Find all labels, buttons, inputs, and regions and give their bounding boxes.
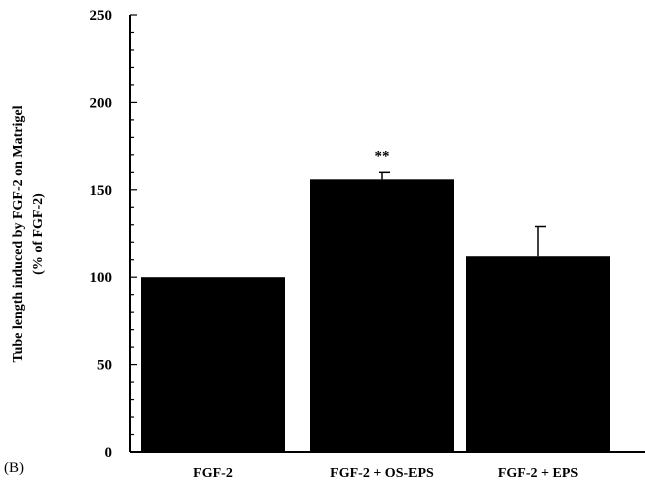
y-tick-label: 250 [90, 8, 113, 24]
bar-1 [141, 277, 285, 452]
y-axis-title-units: (% of FGF-2) [31, 193, 46, 275]
y-axis-title: Tube length induced by FGF-2 on Matrigel [11, 105, 26, 362]
bar-3 [466, 256, 610, 452]
y-tick-label: 150 [90, 183, 113, 199]
y-tick-label: 100 [90, 270, 113, 286]
bar-2 [310, 179, 454, 452]
x-category-label: FGF-2 + EPS [498, 466, 579, 481]
y-tick-label: 200 [90, 95, 113, 111]
y-tick-label: 50 [97, 358, 112, 374]
bars [141, 171, 610, 452]
x-category-label: FGF-2 + OS-EPS [330, 466, 434, 481]
panel-label: (B) [4, 460, 24, 476]
y-tick-label: 0 [105, 445, 113, 461]
significance-annotation: ** [375, 148, 390, 164]
x-category-label: FGF-2 [193, 466, 233, 481]
labels: FGF-2 ** FGF-2 + OS-EPS FGF-2 + EPS Tube len… [4, 105, 578, 481]
